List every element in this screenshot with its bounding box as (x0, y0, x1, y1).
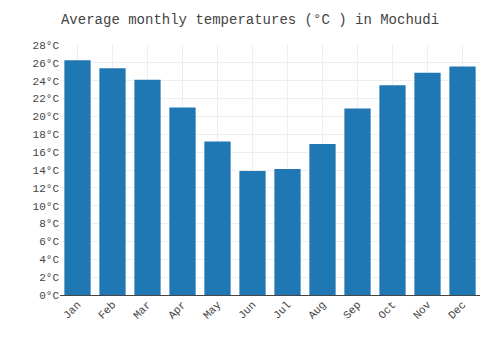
svg-text:8°C: 8°C (39, 218, 59, 230)
svg-text:Aug: Aug (306, 299, 328, 321)
svg-text:16°C: 16°C (33, 147, 60, 159)
svg-text:Sep: Sep (341, 299, 363, 321)
svg-text:Jun: Jun (236, 299, 258, 321)
svg-text:14°C: 14°C (33, 165, 60, 177)
svg-text:Mar: Mar (131, 299, 153, 321)
svg-text:22°C: 22°C (33, 93, 60, 105)
svg-text:Feb: Feb (96, 299, 118, 321)
svg-text:Nov: Nov (411, 299, 434, 322)
svg-text:Average monthly temperatures (: Average monthly temperatures (°C ) in Mo… (61, 12, 439, 28)
svg-text:Jul: Jul (271, 299, 293, 321)
svg-text:20°C: 20°C (33, 111, 60, 123)
svg-text:2°C: 2°C (39, 272, 59, 284)
svg-text:Apr: Apr (166, 299, 188, 321)
svg-text:6°C: 6°C (39, 236, 59, 248)
svg-text:10°C: 10°C (33, 201, 60, 213)
svg-text:12°C: 12°C (33, 183, 60, 195)
svg-text:24°C: 24°C (33, 76, 60, 88)
svg-text:18°C: 18°C (33, 129, 60, 141)
svg-text:Oct: Oct (376, 299, 398, 321)
svg-text:28°C: 28°C (33, 40, 60, 52)
svg-text:Dec: Dec (446, 299, 468, 321)
svg-text:26°C: 26°C (33, 58, 60, 70)
svg-text:Jan: Jan (61, 299, 83, 321)
svg-text:May: May (201, 299, 224, 322)
svg-text:0°C: 0°C (39, 290, 59, 302)
svg-text:4°C: 4°C (39, 254, 59, 266)
